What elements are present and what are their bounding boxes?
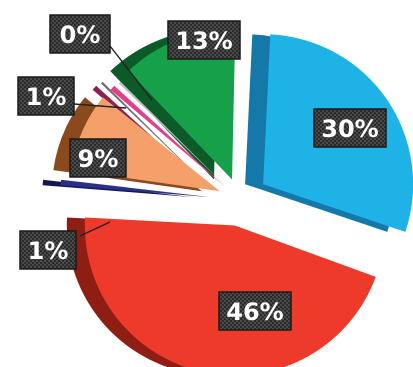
slice-label-4: 1% bbox=[17, 76, 75, 116]
slice-labels: 30% 46% 1% 9% 1% 0% 13% bbox=[17, 14, 387, 331]
leader-line-2 bbox=[79, 221, 111, 237]
slice-label-6: 13% bbox=[167, 20, 241, 60]
pie-slice-4 bbox=[110, 85, 225, 187]
slice-label-3: 9% bbox=[69, 138, 127, 178]
slice-label-box-5 bbox=[49, 14, 111, 54]
slice-label-1: 46% bbox=[218, 291, 292, 331]
slice-label-box-0 bbox=[313, 108, 387, 148]
leader-line-4 bbox=[73, 103, 127, 109]
leader-line-5 bbox=[109, 45, 153, 101]
slice-label-2: 1% bbox=[19, 230, 77, 270]
slice-label-box-3 bbox=[69, 138, 127, 178]
slice-label-text-4: 1% bbox=[26, 83, 67, 111]
pie-slice-5 bbox=[118, 81, 228, 188]
slice-label-box-4 bbox=[17, 76, 75, 116]
pie-slice-2 bbox=[60, 179, 211, 198]
slice-label-0: 30% bbox=[313, 108, 387, 148]
slice-label-text-2: 1% bbox=[28, 237, 69, 265]
slice-label-text-0: 30% bbox=[321, 115, 378, 143]
slice-label-text-6: 13% bbox=[175, 27, 232, 55]
slice-label-text-5: 0% bbox=[60, 21, 101, 49]
slice-label-box-2 bbox=[19, 230, 77, 270]
leader-lines bbox=[73, 45, 153, 237]
pie-slice-6 bbox=[128, 29, 236, 180]
slice-label-text-1: 46% bbox=[226, 298, 283, 326]
slice-label-box-1 bbox=[218, 291, 292, 331]
slice-label-text-3: 9% bbox=[78, 145, 119, 173]
slice-label-box-6 bbox=[167, 20, 241, 60]
slice-label-5: 0% bbox=[49, 14, 111, 54]
